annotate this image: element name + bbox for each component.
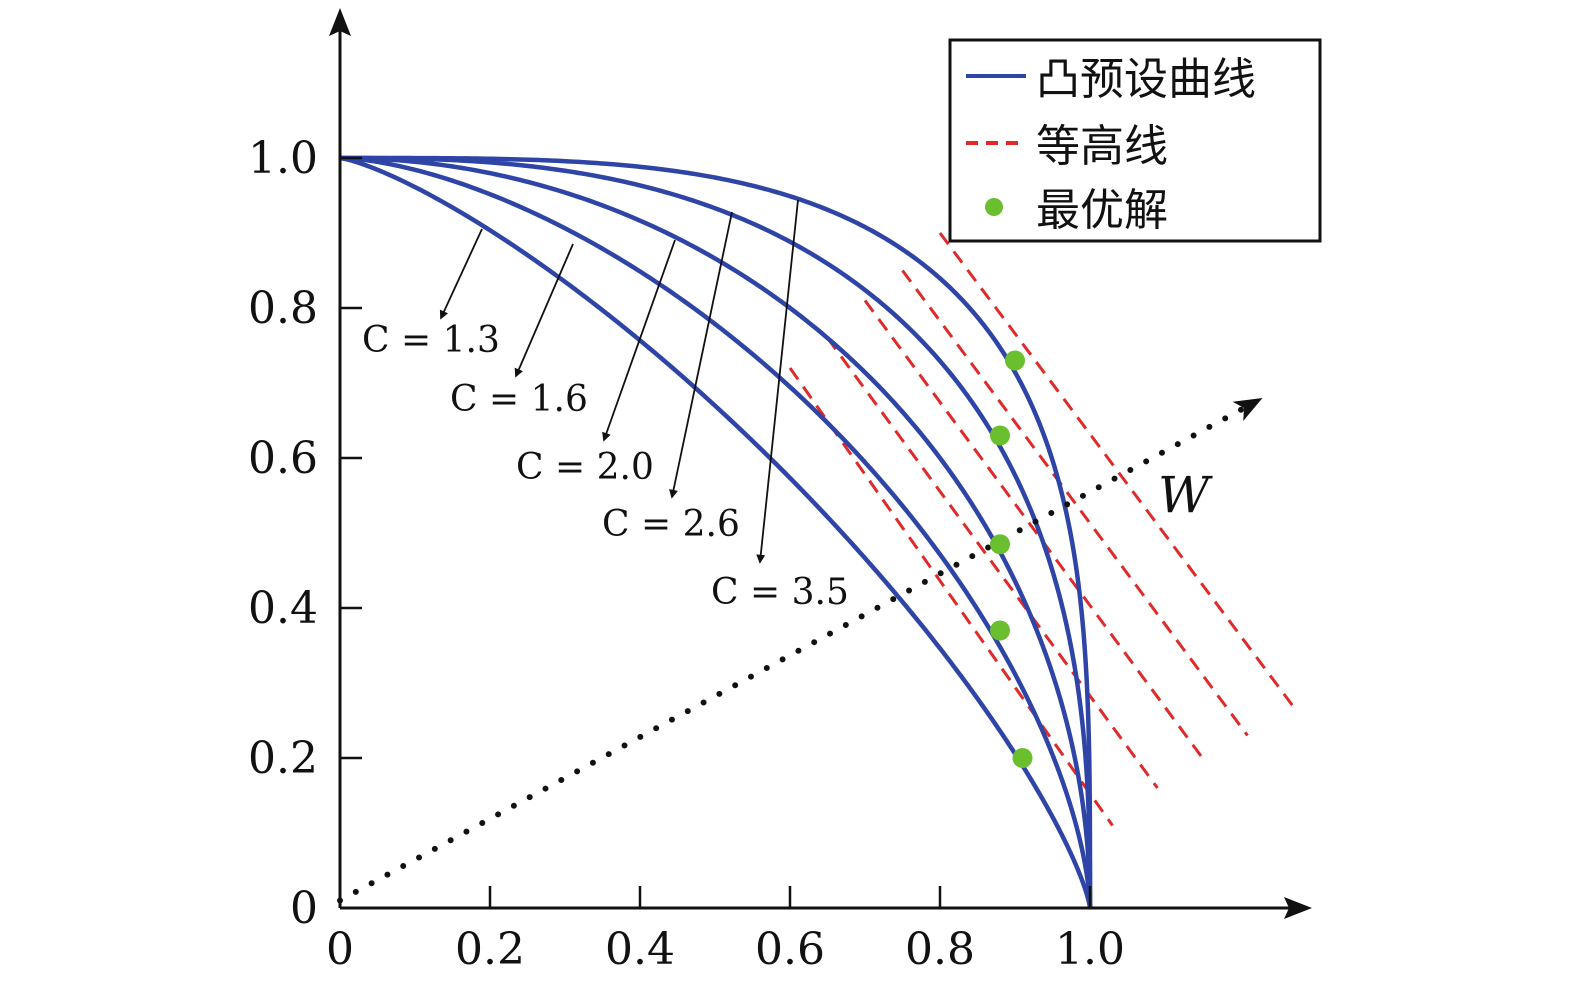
optimal-solution-point [1012,748,1033,768]
optimal-solution-point [990,425,1010,446]
curve-annotation-label: C = 1.6 [450,379,588,420]
legend-label-contour: 等高线 [1036,121,1168,172]
y-tick-label: 0.8 [248,283,318,334]
x-tick-label: 0.2 [455,924,525,975]
x-axis-ticks: 0 0.2 0.4 0.6 0.8 1.0 [326,886,1125,975]
curve-annotation-label: C = 2.0 [516,447,654,488]
weight-vector-label: W [1158,466,1213,524]
curve-annotation-arrow [756,199,799,564]
weight-vector: W [337,398,1263,904]
contour-line [938,232,1294,707]
curve-annotation-arrow [514,243,574,378]
legend-label-optimum: 最优解 [1036,185,1168,236]
curve-annotations: C = 1.3 C = 1.6 C = 2.0 C = 2.6 C = 3.5 [362,199,849,613]
curve-annotation-label: C = 1.3 [362,320,500,361]
convex-preset-curve [339,155,1093,911]
y-tick-label: 0.2 [248,733,318,784]
convex-preset-curve [340,155,1093,908]
legend-swatch-optimum [985,198,1003,216]
contour-lines [788,232,1294,827]
curve-annotation-arrow [439,228,483,320]
optimal-solution-point [990,620,1010,641]
contour-line [788,367,1114,827]
curve-annotation-arrow [669,211,733,499]
y-tick-label: 0.6 [248,433,318,484]
curve-annotation-label: C = 3.5 [711,572,849,613]
contour-line [863,299,1204,759]
optimal-solution-points [990,350,1033,768]
contour-line [901,269,1249,737]
contour-line [826,337,1159,789]
legend-label-curve: 凸预设曲线 [1036,54,1256,105]
weight-vector-arrowhead [1232,398,1263,422]
y-tick-label: 0 [290,883,318,934]
convex-preset-curve [339,155,1093,911]
axes [329,8,1312,919]
x-tick-label: 0.4 [605,924,675,975]
curve-annotation-arrow [602,239,676,442]
curve-annotation-label: C = 2.6 [602,504,740,545]
legend-box [948,38,1322,243]
x-tick-label: 0.6 [755,924,825,975]
optimal-solution-point [1005,350,1025,371]
y-tick-label: 1.0 [248,133,318,184]
x-tick-label: 0.8 [905,924,975,975]
optimal-solution-point [990,534,1010,555]
x-tick-label: 1.0 [1055,924,1125,975]
legend: 凸预设曲线 等高线 最优解 [948,38,1322,243]
y-axis-ticks: 0 0.2 0.4 0.6 0.8 1.0 [248,133,362,934]
x-axis-arrowhead [1284,897,1312,919]
x-tick-label: 0 [326,924,354,975]
y-axis-arrowhead [329,8,351,36]
y-tick-label: 0.4 [248,583,318,634]
